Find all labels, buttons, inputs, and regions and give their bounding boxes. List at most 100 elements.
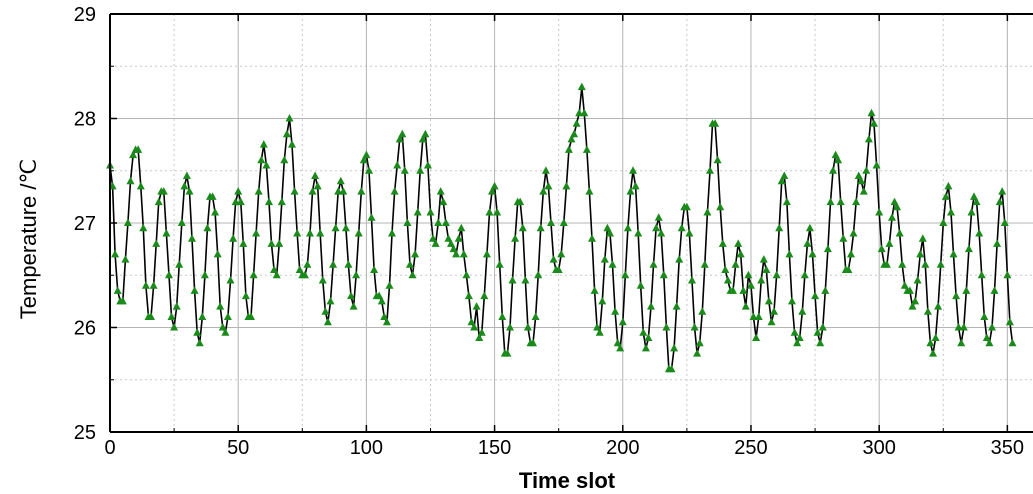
data-point [739, 286, 748, 294]
data-point [934, 302, 943, 310]
data-point [449, 244, 458, 253]
major-grid [110, 14, 1033, 432]
data-point [252, 229, 261, 237]
data-point [262, 161, 271, 169]
data-point [767, 317, 776, 326]
data-point [690, 323, 699, 331]
data-point [795, 333, 804, 341]
data-point [165, 270, 173, 279]
data-point [436, 187, 445, 195]
x-tick-label: 250 [734, 437, 767, 459]
data-point [905, 286, 914, 294]
data-point [698, 307, 707, 315]
data-point [608, 260, 617, 268]
data-point [729, 286, 737, 294]
data-point [718, 239, 727, 247]
data-point [275, 239, 284, 247]
data-point [921, 260, 930, 268]
data-point [190, 286, 199, 294]
data-point [439, 197, 448, 206]
data-point [864, 134, 873, 143]
data-point [516, 197, 525, 206]
data-point [308, 187, 317, 195]
data-point [167, 312, 176, 320]
data-point [734, 239, 743, 247]
data-point [311, 171, 320, 179]
data-point [811, 291, 820, 300]
data-point [816, 338, 825, 347]
data-point [480, 291, 489, 300]
data-point [464, 291, 473, 300]
data-point [462, 270, 471, 279]
data-point [954, 323, 963, 331]
data-point [236, 197, 245, 206]
data-point [495, 260, 504, 268]
data-point [667, 364, 676, 373]
data-point [490, 181, 499, 190]
data-point [967, 208, 976, 216]
data-point [757, 276, 766, 284]
data-point [944, 181, 953, 190]
data-point [429, 234, 437, 242]
data-point [711, 119, 720, 127]
data-point [813, 328, 822, 336]
data-point [354, 229, 363, 237]
data-point [467, 317, 476, 326]
data-point [216, 302, 225, 310]
data-point [247, 312, 255, 320]
data-point [349, 302, 358, 310]
data-point [988, 323, 996, 331]
data-point [706, 166, 714, 174]
data-point [149, 281, 158, 289]
data-point [670, 343, 679, 352]
x-tick-label: 300 [862, 437, 895, 459]
data-point [895, 229, 904, 237]
data-point [857, 176, 866, 185]
data-point [518, 223, 527, 232]
axis-ticks [109, 13, 1033, 433]
data-point [295, 265, 304, 273]
data-point [606, 229, 614, 237]
data-point [562, 181, 571, 190]
data-point [259, 140, 268, 148]
data-point [644, 333, 653, 341]
data-point [180, 181, 189, 190]
data-point [113, 286, 122, 294]
data-point [808, 249, 817, 258]
data-point [723, 276, 732, 284]
data-point [111, 249, 120, 258]
data-point [411, 249, 420, 258]
data-point [780, 171, 789, 179]
data-point [918, 234, 927, 242]
data-point [957, 338, 966, 347]
y-tick-labels: 25 26 27 28 29 [74, 4, 96, 444]
data-point [470, 323, 479, 331]
data-point [998, 187, 1007, 195]
data-point [385, 281, 394, 289]
data-point [293, 229, 302, 237]
data-point [234, 187, 243, 195]
data-point [185, 187, 194, 195]
data-point [849, 229, 858, 237]
data-point [695, 338, 704, 347]
data-point [498, 312, 507, 320]
data-point [472, 302, 481, 310]
data-point [744, 270, 753, 279]
data-point [872, 161, 881, 169]
data-point [418, 134, 427, 143]
data-point [193, 328, 202, 336]
data-point [993, 239, 1002, 247]
data-point [334, 187, 343, 195]
data-point [139, 223, 148, 232]
data-point [421, 129, 430, 138]
data-point [559, 218, 568, 226]
data-point [329, 260, 338, 268]
data-point [557, 249, 566, 258]
data-point [777, 176, 786, 185]
data-point [980, 312, 989, 320]
data-point [182, 171, 191, 179]
data-point [288, 140, 296, 148]
data-point [1000, 218, 1009, 226]
data-point [198, 312, 207, 320]
data-point [847, 249, 855, 258]
